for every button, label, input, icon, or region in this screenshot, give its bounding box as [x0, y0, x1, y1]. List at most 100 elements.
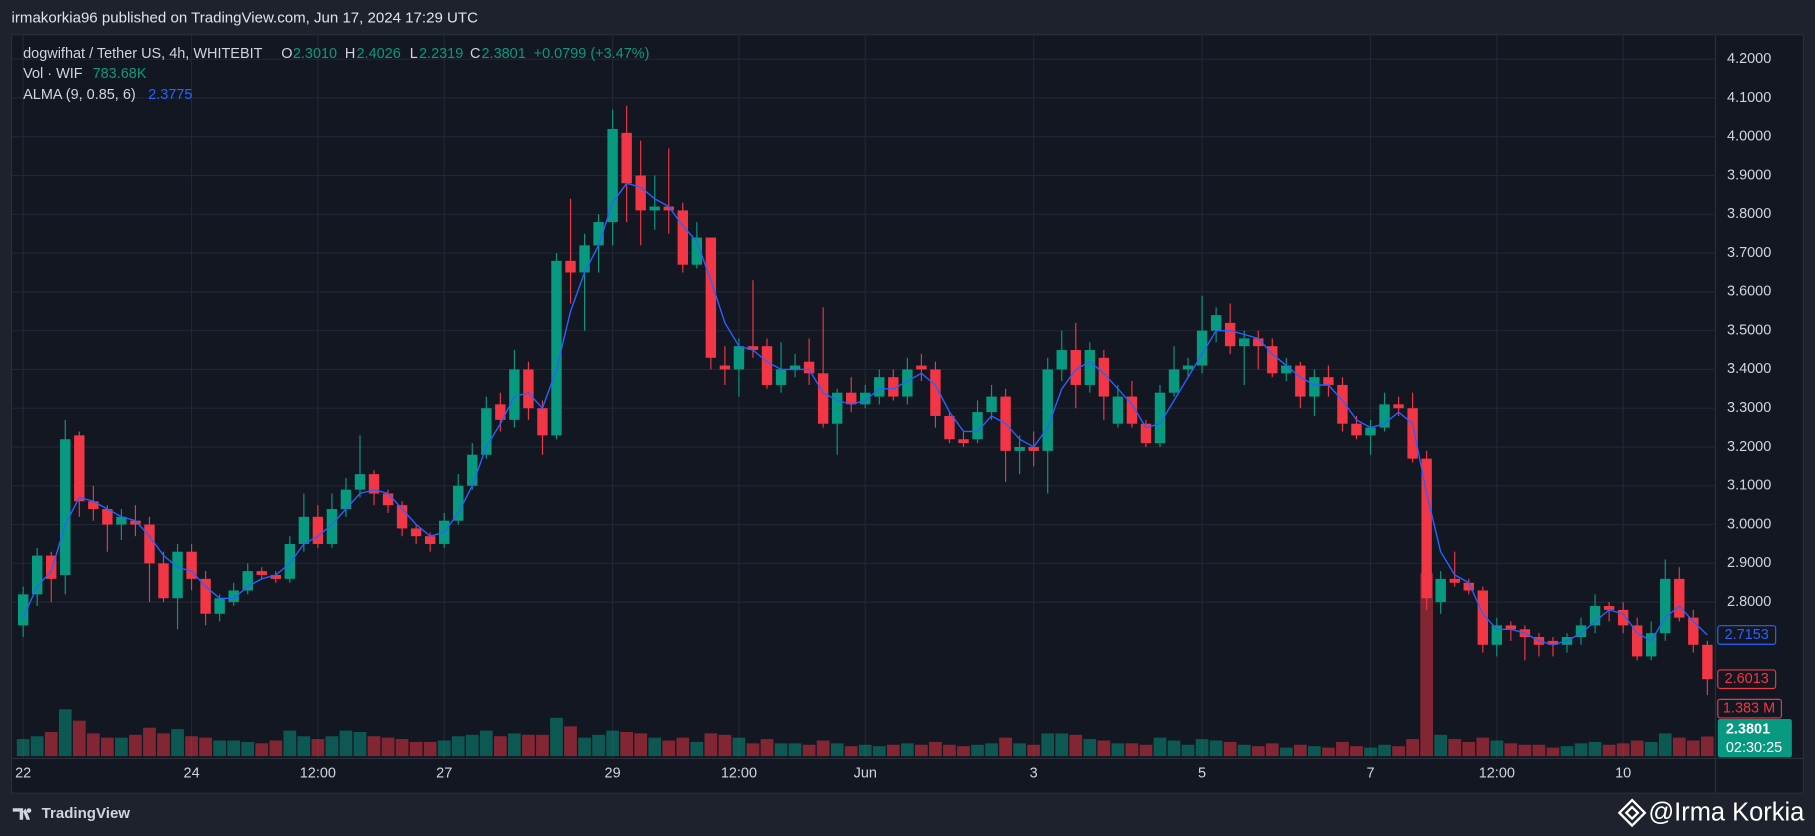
- candle-body: [775, 369, 787, 385]
- volume-bar: [1518, 744, 1532, 757]
- volume-bar: [550, 717, 563, 757]
- candle-body: [74, 435, 85, 502]
- volume-bar: [1041, 733, 1055, 757]
- volume-legend-value: 783.68K: [93, 66, 147, 82]
- y-tick-label: 3.9000: [1727, 167, 1771, 183]
- candle-body: [424, 536, 436, 544]
- volume-bar: [1125, 743, 1139, 757]
- candle-body: [1028, 446, 1039, 451]
- volume-bar: [704, 733, 718, 757]
- candle-body: [747, 346, 759, 351]
- y-tick-label: 4.1000: [1727, 90, 1771, 106]
- volume-bar: [1602, 744, 1616, 757]
- volume-bar: [564, 726, 577, 757]
- candle-body: [916, 365, 927, 370]
- volume-bar: [620, 731, 634, 757]
- candle-body: [1407, 408, 1418, 459]
- candle-body: [410, 528, 422, 537]
- high-value: 2.4026: [357, 46, 401, 62]
- volume-bar: [1097, 740, 1111, 757]
- candle-body: [846, 392, 857, 405]
- volume-bar: [1630, 740, 1644, 757]
- volume-bar: [774, 743, 788, 757]
- volume-bar: [423, 741, 437, 757]
- volume-bar: [381, 737, 395, 757]
- volume-bar: [1195, 739, 1209, 757]
- x-tick-label: 10: [1615, 765, 1631, 781]
- volume-bar: [1462, 741, 1476, 757]
- candle-body: [1042, 369, 1053, 451]
- candle-body: [621, 132, 632, 184]
- volume-bar: [578, 737, 591, 757]
- candle-body: [1098, 357, 1110, 397]
- alma-line: [22, 182, 1708, 646]
- volume-bar: [1293, 744, 1307, 757]
- close-tag-box: [1717, 669, 1777, 690]
- candle-body: [831, 392, 843, 424]
- candle-body: [663, 206, 674, 211]
- volume-bar: [1532, 744, 1546, 757]
- volume-bar: [1490, 740, 1504, 757]
- volume-bar: [929, 741, 942, 757]
- candle-body: [1014, 446, 1025, 451]
- volume-bar: [437, 740, 451, 757]
- candle-body: [1365, 427, 1376, 436]
- candle-body: [186, 551, 197, 579]
- alma-tag-box: [1717, 625, 1777, 645]
- volume-bar: [353, 731, 367, 757]
- x-tick-label: 12:00: [1479, 765, 1515, 781]
- candle-body: [1631, 625, 1643, 657]
- tradingview-logo: TradingView: [12, 805, 130, 822]
- countdown: 02:30:25: [1726, 740, 1782, 756]
- volume-bar: [157, 733, 170, 757]
- x-tick-label: 27: [436, 765, 452, 781]
- x-tick-label: 7: [1366, 765, 1374, 781]
- y-tick-label: 3.3000: [1727, 400, 1771, 416]
- volume-bar: [269, 740, 283, 757]
- volume-bar: [115, 737, 128, 757]
- candle-body: [958, 439, 969, 444]
- volume-bar: [1167, 740, 1181, 757]
- change-value: +0.0799 (+3.47%): [534, 46, 650, 62]
- watermark: @Irma Korkia: [1617, 798, 1805, 828]
- alma-tag: 2.7153: [1725, 627, 1769, 643]
- volume-tag-box: [1717, 698, 1783, 719]
- volume-bar: [788, 743, 802, 757]
- candle-body: [509, 369, 520, 420]
- candle-body: [284, 543, 296, 579]
- volume-bar: [409, 741, 423, 757]
- candle-body: [705, 237, 717, 358]
- volume-bar: [900, 743, 914, 757]
- candle-body: [551, 260, 562, 436]
- candle-body: [523, 369, 534, 409]
- y-tick-label: 3.2000: [1727, 439, 1771, 455]
- candle-body: [1702, 644, 1713, 680]
- volume-bar: [999, 737, 1012, 757]
- candle-body: [1323, 377, 1334, 385]
- volume-bar: [1700, 736, 1714, 757]
- volume-bar: [129, 734, 142, 757]
- candle-body: [1182, 365, 1194, 370]
- volume-bar: [1265, 743, 1279, 757]
- candle-body: [31, 555, 43, 595]
- candle-body: [1589, 606, 1601, 626]
- volume-bar: [72, 720, 86, 757]
- candle-body: [214, 598, 225, 614]
- y-tick-label: 2.8000: [1727, 594, 1771, 610]
- candle-body: [256, 571, 267, 575]
- x-tick-label: 12:00: [721, 765, 757, 781]
- price-tag-box: [1717, 719, 1792, 758]
- candle-body: [368, 474, 380, 494]
- y-tick-label: 3.1000: [1727, 478, 1771, 494]
- volume-bar: [44, 731, 58, 757]
- x-tick-label: 5: [1198, 765, 1206, 781]
- candle-body: [1309, 377, 1320, 397]
- plot: 4.2000 4.1000 4.0000 3.9000 3.8000 3.7000 3.60…: [11, 34, 1792, 781]
- candle-body: [1575, 625, 1587, 638]
- candle-body: [719, 365, 731, 370]
- volume-bar: [395, 739, 409, 757]
- volume-bar: [1322, 747, 1335, 757]
- volume-bar: [1336, 741, 1349, 757]
- candle-body: [944, 415, 955, 440]
